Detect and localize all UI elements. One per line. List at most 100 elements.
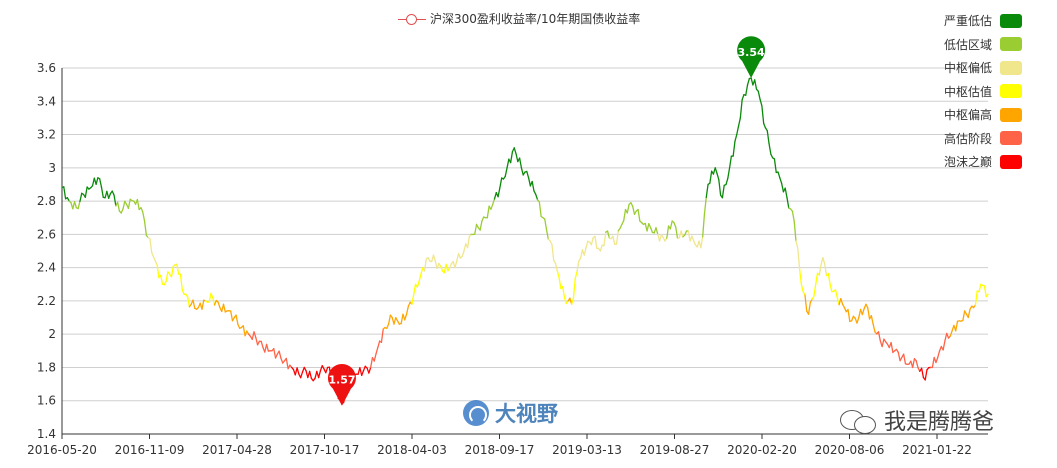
- series-segment: [538, 201, 542, 218]
- valuation-legend-item[interactable]: 严重低估: [944, 12, 1023, 29]
- series-segment: [127, 198, 131, 210]
- marker-label: 3.54: [738, 46, 765, 59]
- series-segment: [818, 263, 822, 276]
- series-legend[interactable]: 沪深300盈利收益率/10年期国债收益率: [398, 10, 640, 27]
- series-segment: [881, 338, 885, 348]
- valuation-legend-item[interactable]: 中枢估值: [944, 83, 1023, 100]
- series-segment: [208, 292, 212, 303]
- series-segment: [615, 230, 619, 245]
- valuation-legend-swatch: [1000, 84, 1023, 98]
- valuation-legend-swatch: [1000, 154, 1023, 169]
- series-segment: [404, 313, 408, 321]
- series-segment: [579, 249, 584, 259]
- series-segment: [691, 235, 695, 242]
- series-segment: [727, 167, 731, 180]
- series-segment: [255, 336, 259, 346]
- valuation-legend-item[interactable]: 泡沫之巅: [944, 153, 1023, 170]
- series-segment: [800, 283, 804, 293]
- series-segment: [160, 274, 164, 285]
- series-segment: [985, 293, 989, 298]
- series-segment: [632, 205, 636, 215]
- series-segment: [448, 263, 453, 269]
- series-segment: [230, 310, 234, 322]
- series-segment: [554, 262, 558, 272]
- series-segment: [974, 290, 978, 306]
- series-segment: [572, 277, 576, 299]
- wechat-icon: [838, 406, 878, 434]
- y-tick-label: 2.4: [37, 261, 56, 275]
- series-segment: [687, 230, 691, 242]
- series-segment: [576, 260, 580, 273]
- x-tick-label: 2021-01-22: [902, 443, 972, 457]
- series-segment: [937, 350, 941, 359]
- series-segment: [504, 167, 508, 178]
- series-segment: [526, 170, 530, 179]
- series-segment: [533, 190, 537, 196]
- series-segment: [757, 90, 761, 101]
- series-segment: [773, 158, 777, 174]
- series-segment: [506, 158, 510, 169]
- series-segment: [545, 229, 549, 240]
- series-segment: [924, 369, 928, 381]
- valuation-legend-item[interactable]: 高估阶段: [944, 130, 1023, 147]
- extreme-marker-1.57[interactable]: 1.57: [327, 363, 356, 406]
- series-segment: [824, 263, 828, 277]
- series-segment: [702, 213, 706, 238]
- series-segment: [734, 133, 738, 142]
- series-segment: [793, 220, 797, 242]
- series-segment: [721, 184, 725, 199]
- series-segment: [317, 370, 322, 379]
- y-tick-label: 3.2: [37, 128, 56, 142]
- series-segment: [513, 147, 517, 155]
- series-segment: [416, 280, 420, 288]
- series-segment: [746, 77, 750, 86]
- series-segment: [99, 178, 103, 188]
- series-segment: [457, 252, 462, 259]
- series-segment: [380, 328, 384, 344]
- series-segment: [741, 93, 745, 101]
- series-segment: [411, 293, 415, 305]
- y-tick-label: 3.6: [37, 61, 56, 75]
- series-segment: [474, 223, 478, 235]
- valuation-legend-item[interactable]: 低估区域: [944, 36, 1023, 53]
- series-segment: [436, 262, 440, 270]
- series-segment: [273, 348, 277, 359]
- extreme-marker-3.54[interactable]: 3.54: [737, 36, 766, 78]
- series-segment: [100, 186, 104, 199]
- series-segment: [718, 179, 722, 196]
- series-segment: [962, 310, 966, 322]
- series-segment: [387, 314, 392, 325]
- y-tick-label: 2: [48, 327, 56, 341]
- series-segment: [768, 143, 772, 155]
- series-segment: [136, 198, 140, 211]
- series-segment: [280, 357, 284, 364]
- valuation-legend-label: 高估阶段: [944, 131, 993, 146]
- series-segment: [861, 307, 865, 316]
- series-segment: [675, 226, 679, 240]
- x-tick-label: 2019-03-13: [552, 443, 622, 457]
- series-segment: [750, 77, 754, 86]
- series-segment: [603, 231, 607, 247]
- x-tick-label: 2016-05-20: [27, 443, 97, 457]
- series-segment: [95, 177, 99, 185]
- valuation-legend-item[interactable]: 中枢偏高: [944, 106, 1023, 123]
- series-segment: [840, 297, 844, 306]
- series-segment: [870, 314, 874, 325]
- series-segment: [179, 273, 183, 291]
- series-segment: [165, 271, 169, 282]
- series-segment: [804, 294, 808, 312]
- series-segment: [935, 356, 939, 364]
- watermark-left-text: 大视野: [495, 402, 558, 426]
- series-segment: [827, 272, 831, 285]
- series-segment: [967, 308, 971, 319]
- series-segment: [300, 371, 304, 379]
- valuation-legend-label: 低估区域: [944, 37, 993, 52]
- series-segment: [361, 370, 365, 377]
- series-segment: [666, 225, 670, 239]
- valuation-legend-label: 中枢估值: [944, 84, 993, 99]
- y-tick-label: 2.2: [37, 294, 56, 308]
- y-tick-label: 2.8: [37, 194, 56, 208]
- valuation-legend-item[interactable]: 中枢偏低: [944, 59, 1023, 76]
- series-segment: [186, 296, 191, 308]
